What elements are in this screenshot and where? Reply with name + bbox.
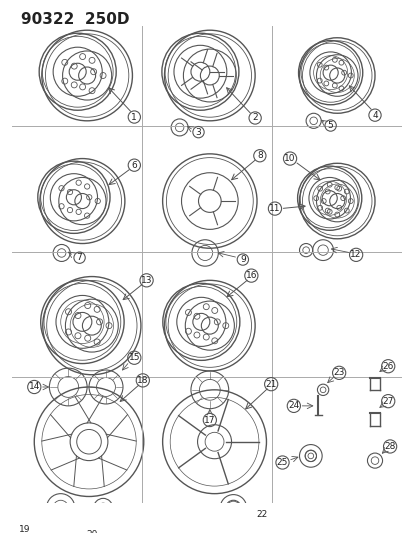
Text: 6: 6 [131,160,137,169]
Text: 3: 3 [195,127,201,136]
Text: 7: 7 [76,253,82,262]
Text: 24: 24 [287,401,299,410]
Text: 13: 13 [140,276,152,285]
Text: 4: 4 [371,111,377,119]
Text: 1: 1 [131,112,137,122]
Text: 2: 2 [252,114,257,123]
Text: 5: 5 [327,121,333,130]
Text: 25: 25 [276,458,287,467]
Text: 12: 12 [349,251,361,260]
Text: 21: 21 [265,379,276,389]
Text: 19: 19 [19,525,31,533]
Text: 14: 14 [28,383,40,392]
Text: 20: 20 [86,530,97,533]
Text: 28: 28 [384,442,395,451]
Text: 23: 23 [332,368,344,377]
Text: 22: 22 [256,510,267,519]
Text: 10: 10 [284,154,295,163]
Text: 15: 15 [128,353,140,362]
Text: 16: 16 [245,271,256,280]
Text: 90322  250D: 90322 250D [21,12,129,27]
Text: 27: 27 [382,397,393,406]
Text: 9: 9 [240,255,245,264]
Text: 26: 26 [382,362,393,371]
Text: 18: 18 [137,376,148,385]
Text: 8: 8 [256,151,262,160]
Text: 17: 17 [204,416,215,424]
Text: 11: 11 [268,204,280,213]
